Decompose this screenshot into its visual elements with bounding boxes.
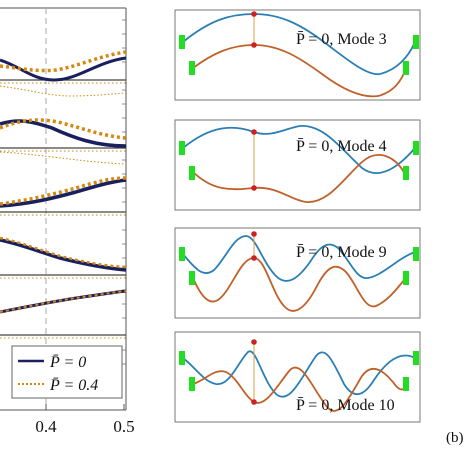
strip-separators: [0, 79, 126, 336]
mode-3-node-bottom: [251, 42, 257, 48]
curve-p04-strip4: [0, 236, 127, 269]
mode-box-10: P̄ = 0, Mode 10: [174, 331, 421, 423]
mode-10-support-upper-right: [413, 351, 419, 365]
curve-p0-strip4: [0, 238, 127, 272]
legend-label-p0: P̄ = 0: [49, 354, 86, 371]
mode-10-support-upper-left: [179, 351, 185, 365]
legend-label-p04: P̄ = 0.4: [49, 377, 98, 394]
mode-10-node-top: [251, 339, 257, 345]
mode-4-node-top: [251, 129, 257, 135]
mode-3-node-top: [251, 11, 257, 17]
mode-box-9-frame: [174, 227, 421, 319]
curve-p0-strip3: [0, 178, 127, 208]
curve-p04-strip1: [0, 50, 127, 73]
strip-separator-dots: [0, 82, 126, 339]
mode-4-upper-curve: [182, 125, 416, 174]
mode-box-4: P̄ = 0, Mode 4: [174, 119, 421, 211]
curve-p04-strip3: [0, 176, 127, 206]
mode-4-node-bottom: [251, 185, 257, 191]
mode-4-lower-curve: [192, 154, 407, 203]
mode-9-support-lower-left: [189, 271, 195, 285]
mode-10-node-bottom: [251, 399, 257, 405]
mode-10-lower-curve: [192, 366, 407, 412]
left-panel: 0.4 0.5: [0, 7, 135, 436]
mode-4-caption: P̄ = 0, Mode 4: [296, 138, 387, 155]
mode-4-support-upper-right: [413, 141, 419, 155]
curve-p04-strip5: [0, 290, 127, 313]
mode-3-lower-curve: [192, 44, 407, 98]
legend-box: [11, 345, 123, 399]
mode-3-support-lower-left: [189, 61, 195, 75]
right-axis-ticks: [122, 19, 126, 365]
mode-10-upper-curve: [182, 350, 416, 398]
mode-box-3: P̄ = 0, Mode 3: [174, 9, 421, 101]
legend: P̄ = 0 P̄ = 0.4: [11, 345, 123, 399]
mode-3-support-upper-right: [413, 35, 419, 49]
mode-3-support-upper-left: [179, 35, 185, 49]
curve-p04-strip1-lower: [0, 85, 127, 97]
mode-3-support-lower-right: [403, 61, 409, 75]
mode-9-upper-curve: [182, 235, 416, 282]
x-tick-label-0.4: 0.4: [35, 417, 57, 436]
x-tick-label-0.5: 0.5: [113, 417, 134, 436]
mode-10-caption: P̄ = 0, Mode 10: [296, 397, 395, 414]
mode-9-support-upper-left: [179, 247, 185, 261]
curve-p04-strip2-lower: [0, 151, 127, 165]
mode-10-support-lower-right: [403, 377, 409, 391]
mode-9-node-bottom: [251, 255, 257, 261]
mode-9-lower-curve: [192, 257, 407, 312]
mode-9-support-upper-right: [413, 247, 419, 261]
mode-box-4-frame: [174, 119, 421, 211]
panel-label: (b): [446, 430, 464, 446]
mode-3-caption: P̄ = 0, Mode 3: [296, 31, 387, 48]
curve-p0-strip1: [0, 56, 127, 82]
mode-9-node-top: [251, 231, 257, 237]
curve-p04-strip2: [0, 118, 127, 140]
mode-4-support-lower-left: [189, 166, 195, 180]
mode-box-9: P̄ = 0, Mode 9: [174, 227, 421, 319]
mode-box-10-frame: [174, 331, 421, 423]
mode-9-caption: P̄ = 0, Mode 9: [296, 244, 387, 261]
mode-9-support-lower-right: [403, 271, 409, 285]
mode-3-upper-curve: [182, 13, 416, 75]
mode-4-support-upper-left: [179, 141, 185, 155]
mode-10-support-lower-left: [189, 377, 195, 391]
mode-4-support-lower-right: [403, 166, 409, 180]
